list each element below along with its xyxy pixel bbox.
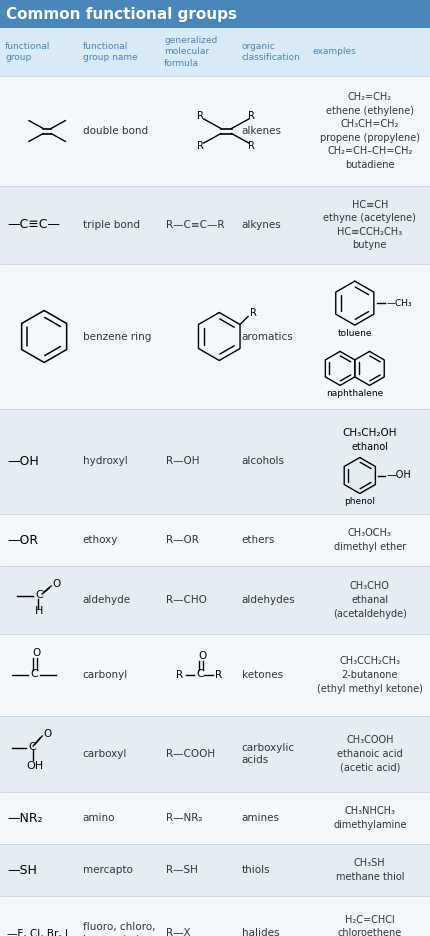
Text: thiols: thiols [242, 865, 270, 875]
Text: —OH: —OH [387, 471, 412, 480]
Text: R: R [215, 670, 222, 680]
Text: R: R [248, 111, 255, 121]
Text: carbonyl: carbonyl [83, 670, 128, 680]
Text: generalized
molecular
formula: generalized molecular formula [164, 37, 218, 67]
FancyBboxPatch shape [0, 566, 430, 634]
Text: alkenes: alkenes [242, 126, 282, 136]
Text: mercapto: mercapto [83, 865, 132, 875]
FancyBboxPatch shape [0, 28, 430, 76]
Text: CH₃NHCH₃
dimethylamine: CH₃NHCH₃ dimethylamine [333, 806, 406, 830]
Text: CH₃CH₂OH: CH₃CH₂OH [343, 429, 397, 438]
Text: R—CHO: R—CHO [166, 595, 207, 605]
Text: —OR: —OR [7, 534, 38, 547]
Text: CH₃OCH₃
dimethyl ether: CH₃OCH₃ dimethyl ether [334, 528, 406, 552]
FancyBboxPatch shape [0, 0, 430, 28]
Text: CH₃CCH₂CH₃
2-butanone
(ethyl methyl ketone): CH₃CCH₂CH₃ 2-butanone (ethyl methyl keto… [317, 656, 423, 694]
Text: OH: OH [26, 761, 43, 771]
Text: R: R [197, 111, 204, 121]
FancyBboxPatch shape [0, 409, 430, 514]
Text: O: O [52, 579, 60, 589]
Text: ethoxy: ethoxy [83, 535, 118, 545]
Text: R: R [248, 141, 255, 151]
Text: C: C [35, 590, 43, 600]
Text: R—OH: R—OH [166, 457, 200, 466]
Text: CH₃CHO
ethanal
(acetaldehyde): CH₃CHO ethanal (acetaldehyde) [333, 581, 407, 619]
Text: functional
group: functional group [5, 42, 51, 62]
Text: O: O [32, 648, 40, 658]
Text: H: H [35, 606, 43, 616]
Text: aldehyde: aldehyde [83, 595, 131, 605]
Text: amino: amino [83, 813, 115, 823]
Text: carboxyl: carboxyl [83, 749, 127, 759]
Text: —C≡C—: —C≡C— [7, 218, 60, 231]
Text: —NR₂: —NR₂ [7, 812, 43, 825]
Text: toluene: toluene [338, 329, 372, 338]
Text: halides: halides [242, 929, 279, 936]
FancyBboxPatch shape [0, 896, 430, 936]
Text: alkynes: alkynes [242, 220, 281, 230]
Text: —OH: —OH [7, 455, 39, 468]
Text: aldehydes: aldehydes [242, 595, 295, 605]
FancyBboxPatch shape [0, 186, 430, 264]
Text: hydroxyl: hydroxyl [83, 457, 127, 466]
Text: double bond: double bond [83, 126, 147, 136]
Text: R—OR: R—OR [166, 535, 199, 545]
Text: O: O [43, 729, 52, 739]
Text: C: C [30, 669, 38, 679]
FancyBboxPatch shape [0, 716, 430, 792]
FancyBboxPatch shape [0, 514, 430, 566]
Text: R—C≡C—R: R—C≡C—R [166, 220, 225, 230]
Text: aromatics: aromatics [242, 331, 293, 342]
Text: fluoro, chloro,
bromo, iodo: fluoro, chloro, bromo, iodo [83, 922, 155, 936]
Text: ketones: ketones [242, 670, 283, 680]
Text: HC≡CH
ethyne (acetylene)
HC≡CCH₂CH₃
butyne: HC≡CH ethyne (acetylene) HC≡CCH₂CH₃ buty… [323, 199, 416, 251]
Text: H₂C=CHCl
chloroethene
(vinyl chloride): H₂C=CHCl chloroethene (vinyl chloride) [333, 914, 406, 936]
Text: functional
group name: functional group name [83, 42, 137, 62]
Text: CH₃SH
methane thiol: CH₃SH methane thiol [335, 858, 404, 882]
Text: naphthalene: naphthalene [326, 388, 384, 398]
Text: R—SH: R—SH [166, 865, 198, 875]
Text: CH₃COOH
ethanoic acid
(acetic acid): CH₃COOH ethanoic acid (acetic acid) [337, 736, 402, 772]
Text: Common functional groups: Common functional groups [6, 7, 237, 22]
Text: amines: amines [242, 813, 280, 823]
FancyBboxPatch shape [0, 844, 430, 896]
Text: examples: examples [313, 48, 356, 56]
Text: R: R [250, 308, 257, 317]
Text: alcohols: alcohols [242, 457, 285, 466]
Text: organic
classification: organic classification [242, 42, 301, 62]
FancyBboxPatch shape [0, 264, 430, 409]
Text: benzene ring: benzene ring [83, 331, 151, 342]
Text: R: R [197, 141, 204, 151]
Text: C: C [196, 669, 204, 679]
Text: ethanol: ethanol [351, 443, 388, 452]
Text: ethers: ethers [242, 535, 275, 545]
Text: —F, Cl, Br, I: —F, Cl, Br, I [7, 929, 68, 936]
Text: triple bond: triple bond [83, 220, 140, 230]
Text: R—X: R—X [166, 929, 191, 936]
FancyBboxPatch shape [0, 634, 430, 716]
Text: CH₂=CH₂
ethene (ethylene)
CH₃CH=CH₂
propene (propylene)
CH₂=CH–CH=CH₂
butadiene: CH₂=CH₂ ethene (ethylene) CH₃CH=CH₂ prop… [320, 92, 420, 170]
Text: O: O [198, 651, 206, 661]
Text: R—COOH: R—COOH [166, 749, 215, 759]
Text: R: R [176, 670, 183, 680]
Text: —SH: —SH [7, 864, 37, 876]
FancyBboxPatch shape [0, 792, 430, 844]
Text: —CH₃: —CH₃ [387, 299, 412, 308]
Text: R—NR₂: R—NR₂ [166, 813, 203, 823]
FancyBboxPatch shape [0, 76, 430, 186]
Text: C: C [28, 742, 36, 752]
Text: phenol: phenol [344, 497, 375, 506]
Text: carboxylic
acids: carboxylic acids [242, 743, 295, 766]
